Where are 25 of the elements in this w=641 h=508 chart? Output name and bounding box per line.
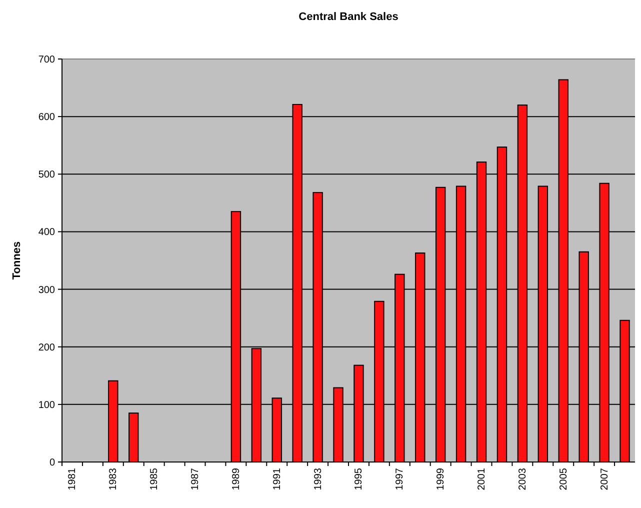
x-tick-label: 1995	[354, 468, 365, 490]
x-tick-label: 2003	[517, 468, 528, 490]
x-tick-label: 1987	[190, 468, 202, 490]
y-tick-label: 0	[49, 458, 56, 468]
x-tick-label: 1997	[394, 468, 406, 490]
y-tick-label: 600	[38, 112, 56, 124]
x-tick-label: 1993	[312, 468, 324, 490]
x-tick-label: 1981	[67, 468, 78, 490]
x-tick-label: 2001	[476, 468, 488, 490]
y-tick-label: 300	[38, 284, 56, 296]
x-tick-label: 2005	[558, 468, 570, 490]
x-tick-label: 1983	[108, 468, 120, 490]
y-tick-label: 500	[38, 170, 56, 181]
y-tick-label: 400	[38, 227, 56, 238]
chart-title: Central Bank Sales	[298, 11, 398, 23]
y-tick-label: 700	[38, 54, 56, 66]
bar	[128, 412, 139, 462]
x-tick-label: 1999	[436, 468, 447, 490]
x-tick-label: 2007	[599, 468, 610, 490]
x-tick-label: 1985	[149, 468, 160, 490]
x-tick-label: 1991	[272, 468, 283, 490]
x-tick-label: 1989	[230, 468, 242, 490]
y-tick-label: 100	[38, 400, 56, 411]
y-axis-title: Tonnes	[11, 241, 23, 280]
y-tick-label: 200	[38, 342, 56, 354]
